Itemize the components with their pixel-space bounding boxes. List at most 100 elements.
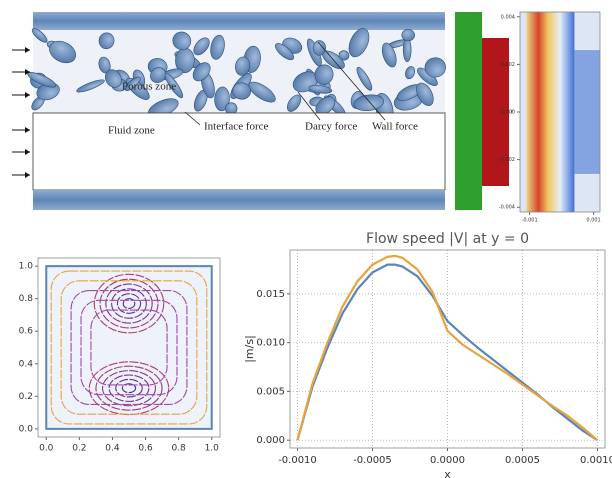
y-tick-label: 0.005 xyxy=(256,386,285,397)
streamline xyxy=(108,374,150,402)
y-tick-label: 0.000 xyxy=(501,110,515,116)
pore xyxy=(164,72,184,99)
pore xyxy=(348,28,370,58)
pore xyxy=(49,40,77,64)
arrow-head xyxy=(25,149,30,155)
pore xyxy=(192,62,211,82)
porous-zone-label: Porous zone xyxy=(122,81,176,93)
x-tick-label: 1.0 xyxy=(205,444,220,454)
streamline xyxy=(70,289,188,406)
streamline xyxy=(115,378,143,398)
pore xyxy=(31,28,48,43)
streamline xyxy=(101,370,157,407)
pore xyxy=(76,79,105,93)
streamline xyxy=(105,283,153,324)
pore xyxy=(314,64,334,85)
force-pointers xyxy=(184,41,386,126)
y-tick-label: -0.004 xyxy=(499,205,515,211)
x-tick-label: -0.001 xyxy=(522,218,538,224)
x-tick-label: 0.6 xyxy=(138,444,153,454)
pore xyxy=(214,86,230,112)
streamline xyxy=(93,273,165,334)
plot-frame xyxy=(519,11,601,213)
plot-frame xyxy=(37,257,221,438)
streamline xyxy=(111,288,147,319)
arrow-head xyxy=(25,172,30,178)
y-tick-label: 0.000 xyxy=(256,435,285,446)
y-tick-label: 0.010 xyxy=(256,338,285,349)
x-tick-label: 0.0005 xyxy=(505,455,540,466)
streamline xyxy=(122,298,136,309)
y-tick-label: 0.6 xyxy=(19,327,34,337)
pore xyxy=(312,40,326,56)
y-tick-label: 0.002 xyxy=(501,62,515,68)
pore xyxy=(210,34,225,60)
streamline xyxy=(99,278,159,329)
pore xyxy=(356,66,373,91)
pore xyxy=(416,82,434,106)
y-tick-label: 0.004 xyxy=(501,14,515,20)
arrow-head xyxy=(25,127,30,133)
pore xyxy=(401,29,415,42)
green-mesh xyxy=(455,12,482,210)
y-tick-label: 0.8 xyxy=(19,294,34,304)
x-tick-label: 0.4 xyxy=(105,444,120,454)
pore xyxy=(424,57,446,78)
pore xyxy=(150,67,167,83)
fluid-zone xyxy=(32,112,446,191)
darcy-force-label: Darcy force xyxy=(305,121,357,133)
streamline xyxy=(95,365,163,411)
pore xyxy=(405,66,416,80)
x-tick-label: -0.0010 xyxy=(278,455,317,466)
y-tick-label: 0.4 xyxy=(19,359,34,369)
pore xyxy=(286,94,302,112)
y-tick-label: -0.002 xyxy=(499,157,515,163)
porous-diagram: Porous zone Fluid zone Interface force D… xyxy=(12,12,509,210)
plot-frame xyxy=(289,249,606,449)
x-tick-label: 0.0010 xyxy=(580,455,612,466)
streamline xyxy=(80,299,178,396)
pore xyxy=(308,84,333,94)
x-tick-label: 0.2 xyxy=(72,444,86,454)
streamline xyxy=(90,309,168,386)
pore xyxy=(27,72,57,88)
wall-force-label: Wall force xyxy=(372,121,418,133)
field-step xyxy=(574,50,600,174)
fluid-zone-label: Fluid zone xyxy=(108,125,155,137)
red-mesh xyxy=(482,38,509,186)
x-tick-label: 0.8 xyxy=(171,444,186,454)
pore xyxy=(338,50,350,61)
y-axis-label: |m/s| xyxy=(243,335,256,363)
y-tick-label: 0.0 xyxy=(19,424,34,434)
x-tick-label: 0.001 xyxy=(586,218,600,224)
field-heat xyxy=(526,12,575,212)
streamline xyxy=(60,280,198,415)
streamline xyxy=(50,270,208,425)
inlet-arrows xyxy=(12,47,30,178)
pore xyxy=(172,31,192,51)
y-tick-label: 1.0 xyxy=(19,262,34,272)
arrow-head xyxy=(25,69,30,75)
pore xyxy=(248,81,276,103)
x-tick-label: 0.0 xyxy=(39,444,54,454)
y-tick-label: 0.015 xyxy=(256,289,285,300)
y-tick-label: 0.2 xyxy=(19,392,33,402)
streamline xyxy=(88,361,170,416)
bottom-wall xyxy=(33,190,445,210)
pores xyxy=(27,28,446,124)
pore xyxy=(232,82,251,100)
pore xyxy=(235,56,251,76)
pore xyxy=(402,37,412,63)
pore xyxy=(124,76,141,92)
x-tick-label: -0.0005 xyxy=(353,455,392,466)
streamline xyxy=(121,383,137,394)
pore xyxy=(193,37,210,56)
streamline xyxy=(116,293,142,314)
pore xyxy=(275,43,295,61)
arrow-head xyxy=(25,47,30,53)
interface-force-label: Interface force xyxy=(204,121,269,133)
pore xyxy=(105,69,122,88)
series-line xyxy=(296,254,599,442)
pore xyxy=(381,42,397,68)
